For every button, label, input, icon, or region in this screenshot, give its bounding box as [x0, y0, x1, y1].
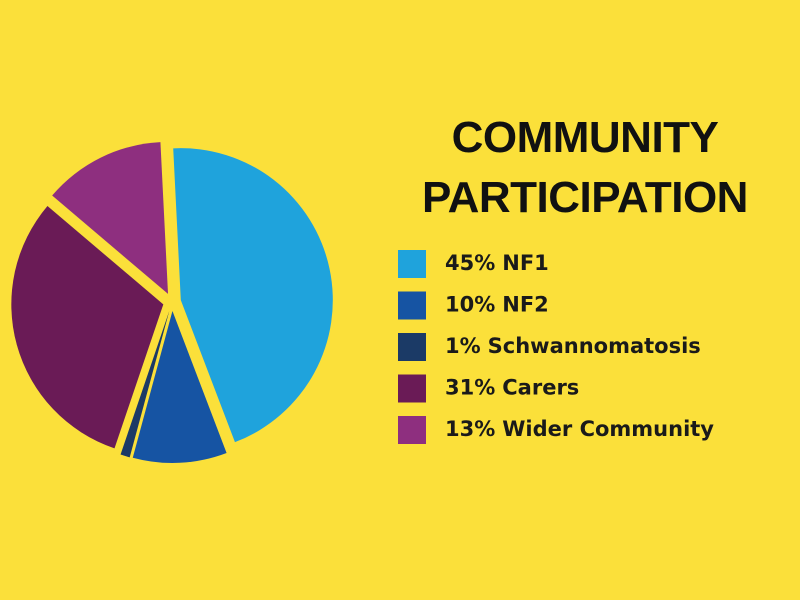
legend-swatch	[398, 374, 426, 403]
legend-entry: 10% NF2	[445, 293, 549, 317]
chart-title: COMMUNITY PARTICIPATION	[422, 113, 748, 222]
legend-label: Wider Community	[502, 417, 714, 441]
pie-slice	[11, 206, 164, 449]
pie-slice	[120, 310, 170, 458]
legend-swatch	[398, 416, 426, 444]
pie-slice	[132, 310, 227, 463]
legend-swatch	[398, 291, 426, 320]
legend-label: NF2	[502, 293, 549, 317]
legend-entry: 13% Wider Community	[445, 417, 714, 441]
legend-value: 13%	[445, 417, 495, 441]
legend-entry: 31% Carers	[445, 376, 579, 400]
legend-entry: 45% NF1	[445, 251, 549, 275]
legend-value: 10%	[445, 293, 495, 317]
legend-value: 45%	[445, 251, 495, 275]
legend-label: NF1	[502, 251, 549, 275]
legend-entry: 1% Schwannomatosis	[445, 334, 701, 358]
legend-swatch	[398, 333, 426, 361]
legend-value: 31%	[445, 376, 495, 400]
legend-value: 1%	[445, 334, 481, 358]
legend-label: Schwannomatosis	[488, 334, 701, 358]
legend-label: Carers	[502, 376, 579, 400]
pie-slice	[52, 142, 169, 294]
pie-slice	[173, 148, 333, 443]
legend-swatch	[398, 250, 426, 278]
